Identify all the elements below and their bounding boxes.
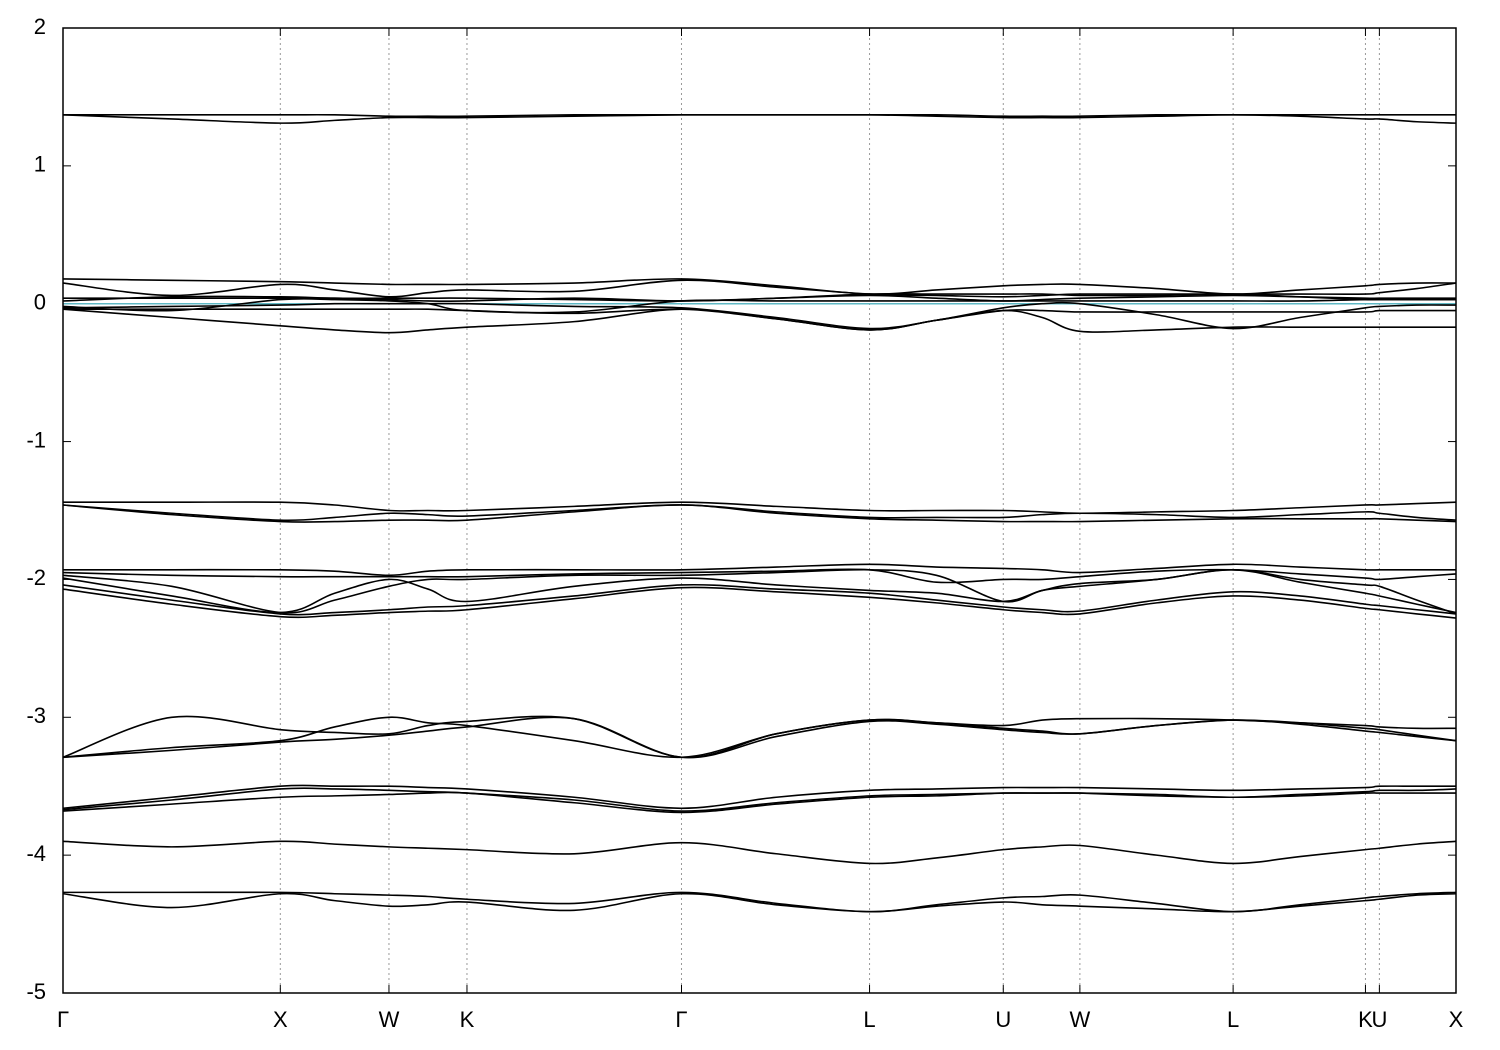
band-line xyxy=(62,716,1457,759)
y-tick-label: -2 xyxy=(26,565,46,590)
band-line xyxy=(62,297,1456,314)
x-tick-label: U xyxy=(1371,1007,1387,1032)
x-tick-label: X xyxy=(1449,1007,1464,1032)
band-line xyxy=(62,501,1457,515)
band-line xyxy=(62,716,1457,759)
band-line xyxy=(62,568,1457,615)
band-line xyxy=(62,278,1457,295)
band-line xyxy=(62,504,1457,523)
band-line xyxy=(62,715,1457,759)
band-line xyxy=(62,292,1456,303)
y-tick-label: -3 xyxy=(26,703,46,728)
x-tick-label: L xyxy=(863,1007,875,1032)
x-tick-label: L xyxy=(1227,1007,1239,1032)
x-tick-label: Γ xyxy=(675,1007,687,1032)
y-tick-label: 0 xyxy=(34,290,46,315)
band-line xyxy=(62,308,1456,334)
band-line xyxy=(63,563,1456,577)
x-tick-label: U xyxy=(995,1007,1011,1032)
band-line xyxy=(62,113,1457,124)
y-tick-label: -4 xyxy=(26,841,46,866)
band-line xyxy=(62,787,1457,812)
band-line xyxy=(63,113,1456,118)
y-tick-label: -1 xyxy=(26,427,46,452)
band-line xyxy=(62,784,1456,810)
y-tick-label: -5 xyxy=(26,979,46,1004)
x-tick-label: X xyxy=(273,1007,288,1032)
band-line xyxy=(62,301,1457,330)
band-line xyxy=(62,840,1457,865)
band-line xyxy=(62,586,1457,619)
x-tick-label: K xyxy=(460,1007,475,1032)
x-tick-label: K xyxy=(1358,1007,1373,1032)
band-line xyxy=(62,504,1457,522)
x-tick-label: Γ xyxy=(57,1007,69,1032)
x-tick-label: W xyxy=(1070,1007,1091,1032)
x-tick-label: W xyxy=(379,1007,400,1032)
band-line xyxy=(62,892,1457,913)
plot-frame xyxy=(62,27,1457,994)
band-line xyxy=(62,568,1457,614)
band-line xyxy=(62,583,1457,616)
band-line xyxy=(62,791,1456,814)
y-tick-label: 1 xyxy=(34,152,46,177)
y-tick-label: 2 xyxy=(34,14,46,39)
